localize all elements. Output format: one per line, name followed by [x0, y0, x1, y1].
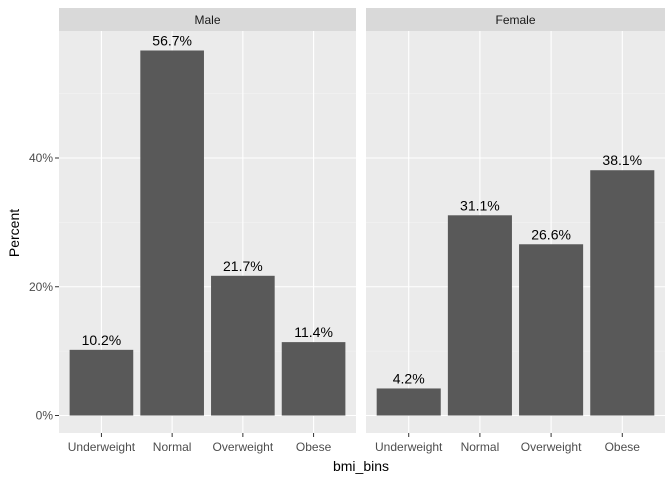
- facet-strip-label: Female: [495, 13, 535, 27]
- facet-strip: [59, 8, 356, 31]
- x-tick-label: Overweight: [521, 440, 582, 454]
- y-tick-label: 20%: [29, 280, 53, 294]
- data-label: 38.1%: [602, 152, 642, 168]
- x-tick-label: Overweight: [213, 440, 274, 454]
- y-axis: 0% 20% 40%: [29, 151, 59, 423]
- y-tick-label: 40%: [29, 151, 53, 165]
- x-tick-label: Underweight: [68, 440, 136, 454]
- x-tick-label: Normal: [461, 440, 500, 454]
- data-label: 26.6%: [531, 226, 571, 242]
- x-tick-label: Underweight: [375, 440, 443, 454]
- data-label: 56.7%: [152, 32, 192, 48]
- x-tick-label: Obese: [296, 440, 332, 454]
- y-axis-title: Percent: [6, 209, 22, 257]
- x-axis-title: bmi_bins: [333, 458, 389, 474]
- bar-normal: [447, 215, 512, 416]
- bar-underweight: [69, 349, 134, 416]
- facet-strip: [366, 8, 665, 31]
- x-tick-label: Obese: [605, 440, 641, 454]
- bar-underweight: [376, 388, 441, 416]
- data-label: 4.2%: [393, 370, 425, 386]
- bar-obese: [590, 170, 655, 416]
- data-label: 21.7%: [223, 258, 263, 274]
- bar-obese: [281, 342, 346, 416]
- bar-normal: [140, 50, 204, 416]
- data-label: 31.1%: [460, 197, 500, 213]
- bar-overweight: [519, 244, 584, 416]
- facet-strip-label: Male: [194, 13, 220, 27]
- data-label: 11.4%: [294, 324, 333, 340]
- data-label: 10.2%: [82, 332, 122, 348]
- y-tick-label: 0%: [36, 409, 54, 423]
- facet-panels: Male 10.2% Underweight 56.7% Normal 21.7% Over…: [59, 8, 665, 454]
- facet-panel-male: Male 10.2% Underweight 56.7% Normal 21.7% Over…: [59, 8, 356, 454]
- x-tick-label: Normal: [153, 440, 192, 454]
- facet-panel-female: Female 4.2% Underweight 31.1% Normal 26.6% Ove…: [366, 8, 665, 454]
- bar-overweight: [211, 275, 275, 416]
